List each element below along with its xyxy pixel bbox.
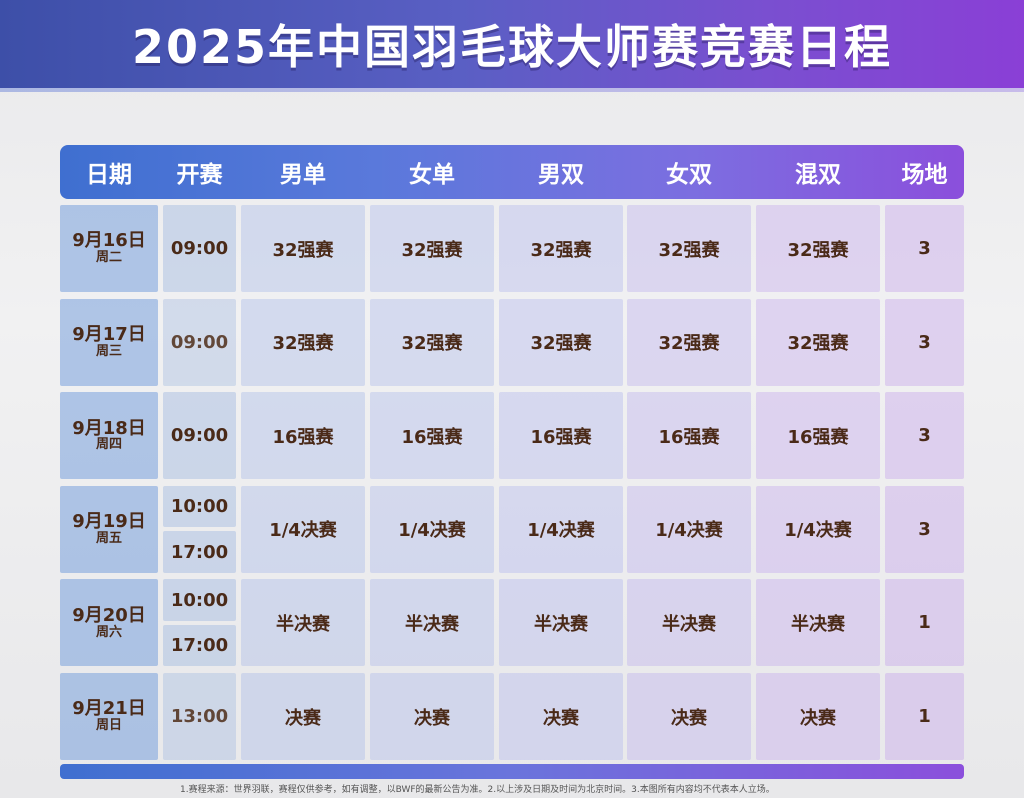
- weekday-label: 周五: [95, 531, 122, 547]
- header-womens-doubles: 女双: [666, 162, 712, 188]
- date-cell: 9月17日 周三: [60, 298, 158, 386]
- start-time-cell: 10:00: [163, 485, 236, 528]
- header-mens-singles: 男单: [280, 162, 326, 188]
- date-label: 9月16日: [72, 230, 146, 252]
- start-time-cell: 10:00: [163, 579, 236, 621]
- start-time-cell: 17:00: [163, 624, 236, 667]
- start-time-cell: 09:00: [163, 298, 236, 386]
- stage-cell-mens-singles: 半决赛: [241, 579, 365, 667]
- date-cell: 9月16日 周二: [60, 205, 158, 292]
- title-underline: [0, 88, 1024, 92]
- date-cell: 9月18日 周四: [60, 392, 158, 480]
- date-cell: 9月21日 周日: [60, 673, 158, 760]
- stage-cell-mens-singles: 32强赛: [241, 205, 365, 292]
- stage-cell-mens-doubles: 半决赛: [499, 579, 623, 667]
- date-label: 9月20日: [72, 604, 146, 626]
- footnote: 1.赛程来源：世界羽联，赛程仅供参考，如有调整，以BWF的最新公告为准。2.以上…: [180, 785, 775, 795]
- stage-cell-womens-doubles: 32强赛: [627, 298, 751, 386]
- stage-cell-womens-singles: 1/4决赛: [370, 485, 494, 573]
- header-mens-doubles: 男双: [538, 162, 584, 188]
- stage-cell-mixed-doubles: 16强赛: [756, 392, 880, 480]
- stage-cell-womens-singles: 16强赛: [370, 392, 494, 480]
- weekday-label: 周六: [95, 624, 122, 640]
- stage-cell-womens-doubles: 半决赛: [627, 579, 751, 667]
- stage-cell-mixed-doubles: 1/4决赛: [756, 485, 880, 573]
- date-label: 9月21日: [72, 698, 146, 720]
- header-mixed-doubles: 混双: [795, 162, 841, 188]
- stage-cell-mixed-doubles: 32强赛: [756, 298, 880, 386]
- stage-cell-mixed-doubles: 决赛: [756, 673, 880, 760]
- stage-cell-mens-doubles: 1/4决赛: [499, 485, 623, 573]
- schedule-table: 日期 开赛 男单 女单 男双 女双 混双 场地 9月16日 周二 09:00 32强赛 32强赛 32强赛…: [60, 145, 964, 779]
- header-court: 场地: [901, 162, 948, 188]
- stage-cell-mens-singles: 1/4决赛: [241, 485, 365, 573]
- start-time-cell: 09:00: [163, 205, 236, 292]
- stage-cell-mixed-doubles: 32强赛: [756, 205, 880, 292]
- date-cell: 9月19日 周五: [60, 485, 158, 573]
- weekday-label: 周三: [95, 343, 122, 359]
- stage-cell-womens-doubles: 32强赛: [627, 205, 751, 292]
- header-womens-singles: 女单: [409, 162, 455, 188]
- stage-cell-womens-doubles: 决赛: [627, 673, 751, 760]
- date-label: 9月19日: [72, 511, 146, 533]
- court-cell: 3: [885, 392, 964, 480]
- page-title: 2025年中国羽毛球大师赛竞赛日程: [131, 20, 893, 74]
- stage-cell-womens-singles: 32强赛: [370, 298, 494, 386]
- header-date: 日期: [86, 162, 132, 188]
- court-cell: 3: [885, 485, 964, 573]
- stage-cell-mens-singles: 决赛: [241, 673, 365, 760]
- stage-cell-mixed-doubles: 半决赛: [756, 579, 880, 667]
- stage-cell-womens-singles: 决赛: [370, 673, 494, 760]
- stage-cell-mens-singles: 32强赛: [241, 298, 365, 386]
- table-footer-bar: [60, 764, 964, 779]
- stage-cell-mens-singles: 16强赛: [241, 392, 365, 480]
- court-cell: 1: [885, 579, 964, 667]
- date-cell: 9月20日 周六: [60, 579, 158, 667]
- start-time-cell: 17:00: [163, 531, 236, 573]
- court-cell: 1: [885, 673, 964, 760]
- stage-cell-womens-singles: 半决赛: [370, 579, 494, 667]
- court-cell: 3: [885, 205, 964, 292]
- title-banner: 2025年中国羽毛球大师赛竞赛日程: [0, 0, 1024, 88]
- stage-cell-mens-doubles: 16强赛: [499, 392, 623, 480]
- stage-cell-mens-doubles: 32强赛: [499, 205, 623, 292]
- stage-cell-womens-doubles: 16强赛: [627, 392, 751, 480]
- weekday-label: 周四: [95, 437, 122, 453]
- weekday-label: 周二: [95, 250, 122, 266]
- table-header: [60, 145, 964, 199]
- stage-cell-womens-doubles: 1/4决赛: [627, 485, 751, 573]
- stage-cell-mens-doubles: 32强赛: [499, 298, 623, 386]
- weekday-label: 周日: [95, 718, 122, 734]
- date-label: 9月18日: [72, 417, 146, 439]
- start-time-cell: 13:00: [163, 673, 236, 760]
- stage-cell-mens-doubles: 决赛: [499, 673, 623, 760]
- stage-cell-womens-singles: 32强赛: [370, 205, 494, 292]
- date-label: 9月17日: [72, 324, 146, 346]
- header-start: 开赛: [176, 162, 223, 188]
- court-cell: 3: [885, 298, 964, 386]
- start-time-cell: 09:00: [163, 392, 236, 480]
